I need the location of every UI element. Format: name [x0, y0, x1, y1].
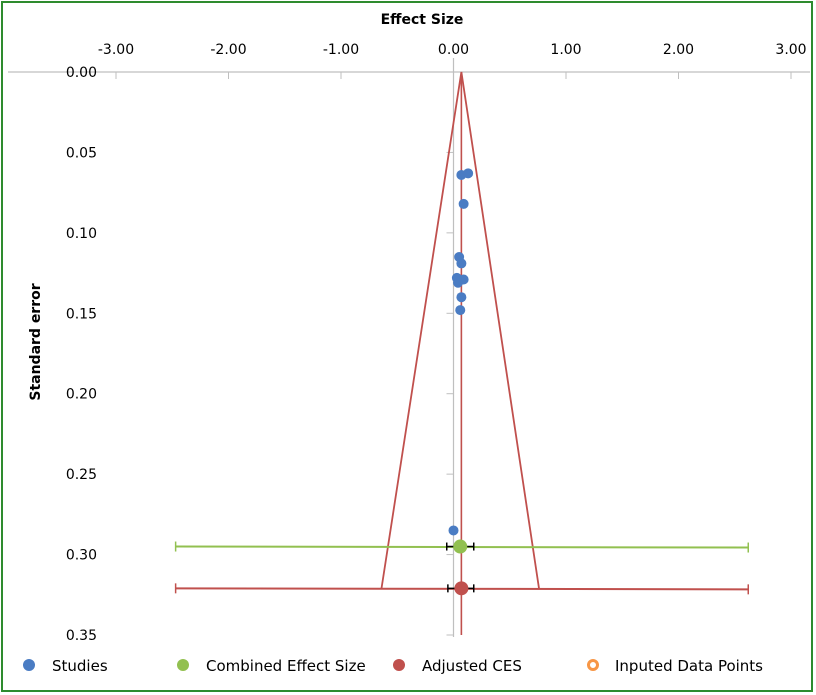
y-tick-label: 0.00 [66, 65, 97, 81]
y-tick-label: 0.25 [66, 467, 97, 483]
legend-label: Adjusted CES [422, 657, 522, 675]
x-tick-label: -1.00 [323, 42, 359, 58]
legend-marker [177, 659, 189, 671]
legend-marker [393, 659, 405, 671]
study-point [453, 277, 463, 288]
study-point [456, 258, 467, 269]
x-tick-label: -3.00 [98, 42, 134, 58]
y-tick-label: 0.35 [66, 628, 97, 644]
y-tick-label: 0.15 [66, 306, 97, 322]
x-tick-label: 2.00 [663, 42, 694, 58]
x-axis-title: Effect Size [381, 12, 464, 28]
adjusted-ces-point [454, 581, 469, 596]
x-tick-label: 0.00 [438, 42, 469, 58]
x-tick-label: 1.00 [550, 42, 581, 58]
y-tick-label: 0.10 [66, 226, 97, 242]
y-tick-label: 0.05 [66, 145, 97, 161]
legend-label: Inputed Data Points [615, 657, 763, 675]
legend-label: Studies [52, 657, 108, 675]
x-tick-label: 3.00 [775, 42, 806, 58]
y-axis-title: Standard error [28, 283, 44, 400]
legend-label: Combined Effect Size [206, 657, 366, 675]
study-point [455, 305, 466, 316]
y-tick-label: 0.20 [66, 387, 97, 403]
combined-effect-point [453, 539, 468, 554]
y-tick-label: 0.30 [66, 548, 97, 564]
funnel-outline [380, 71, 540, 589]
x-tick-label: -2.00 [210, 42, 246, 58]
study-point [456, 169, 467, 180]
study-point [448, 525, 459, 536]
legend-marker [587, 659, 599, 671]
study-point [458, 198, 469, 209]
legend-marker [23, 659, 35, 671]
study-point [456, 292, 467, 303]
legend: Studies Combined Effect Size Adjusted CES I… [23, 657, 763, 675]
